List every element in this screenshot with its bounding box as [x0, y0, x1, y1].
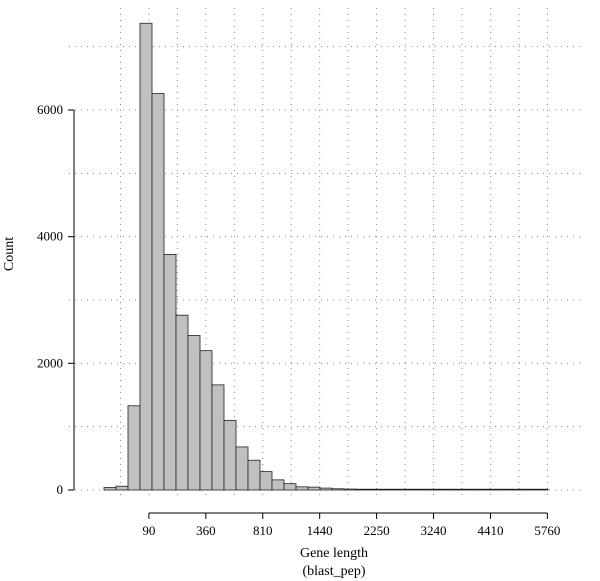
histogram-bar	[163, 253, 177, 491]
histogram-bar	[355, 488, 369, 491]
x-tick-label: 1440	[307, 523, 333, 538]
histogram-bar	[475, 488, 489, 491]
x-tick-label: 360	[196, 523, 216, 538]
histogram-bar	[211, 384, 225, 491]
y-tick-label: 4000	[37, 229, 63, 244]
histogram-bar	[247, 459, 261, 491]
x-tick-label: 3240	[421, 523, 447, 538]
histogram-bar	[487, 488, 501, 491]
y-axis-title: Count	[2, 237, 17, 271]
x-tick-label: 90	[142, 523, 155, 538]
histogram-bar	[127, 405, 141, 491]
histogram-bar	[463, 488, 477, 491]
histogram-bar	[307, 486, 321, 491]
histogram-bar	[175, 314, 189, 491]
x-tick-label: 2250	[364, 523, 390, 538]
histogram-bar	[271, 479, 285, 491]
histogram-bar	[451, 488, 465, 491]
histogram-bar	[295, 486, 309, 491]
histogram-bar	[415, 488, 429, 491]
x-tick-label: 4410	[477, 523, 503, 538]
histogram-bar	[235, 446, 249, 491]
histogram-bar	[139, 22, 153, 491]
grid-layer	[69, 8, 584, 500]
histogram-bar	[427, 488, 441, 491]
histogram-bar	[367, 488, 381, 491]
histogram-bar	[391, 488, 405, 491]
x-axis-title: Gene length	[300, 546, 368, 561]
histogram-bar	[187, 335, 201, 491]
histogram-bar	[343, 488, 357, 491]
x-tick-label: 810	[253, 523, 273, 538]
histogram-bar	[499, 488, 513, 491]
histogram-bar	[103, 487, 117, 491]
histogram-bar	[379, 488, 393, 491]
histogram-bar	[283, 483, 297, 491]
histogram-bar	[259, 471, 273, 491]
histogram-bar	[151, 93, 165, 491]
x-axis-subtitle: (blast_pep)	[303, 564, 366, 579]
histogram-bar	[439, 488, 453, 491]
y-tick-label: 2000	[37, 355, 63, 370]
x-tick-label: 5760	[534, 523, 560, 538]
histogram-bar	[403, 488, 417, 491]
histogram-bar	[199, 350, 213, 491]
histogram-bar	[331, 488, 345, 491]
y-tick-label: 0	[57, 482, 64, 497]
histogram-bar	[319, 487, 333, 491]
histogram-bar	[223, 419, 237, 491]
histogram-bar	[511, 488, 525, 491]
histogram-bar	[535, 488, 549, 491]
y-tick-label: 6000	[37, 102, 63, 117]
bars-layer	[103, 22, 549, 491]
axes-layer: 0 2000 4000 6000 90 360 810 1440 2250 3240 4410 576…	[37, 102, 560, 538]
histogram-bar	[115, 485, 129, 491]
histogram-bar	[523, 488, 537, 491]
